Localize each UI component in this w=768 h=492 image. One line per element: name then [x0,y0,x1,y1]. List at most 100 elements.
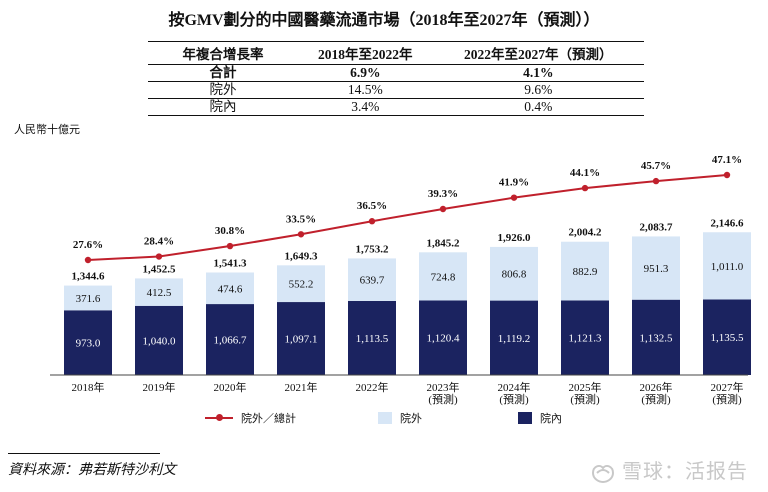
ratio-label: 39.3% [428,188,458,200]
x-tick-label: 2023年 [427,380,460,394]
ratio-point [439,205,447,213]
total-label: 1,541.3 [214,258,248,270]
bar-label-inpatient: 1,113.5 [356,333,389,345]
bar-outpatient [632,236,680,300]
cagr-header-period-1: 2018年至2022年 [318,47,413,62]
cagr-header-row: 年複合增長率 2018年至2022年 2022年至2027年（預測） [148,41,644,65]
cagr-cell: 6.9% [298,64,433,82]
x-tick-label: (預測) [499,392,529,406]
cagr-header-label: 年複合增長率 [182,47,264,62]
x-tick-label: 2022年 [356,380,389,394]
legend-line-swatch [205,414,233,421]
bar-outpatient [206,272,254,305]
x-tick-label: 2020年 [214,380,247,394]
total-label: 1,926.0 [498,232,532,244]
bar-inpatient [632,299,680,375]
watermark-text: 雪球：活报告 [622,459,748,483]
legend-item-ratio: 院外／總計 [205,410,296,426]
bar-label-outpatient: 474.6 [218,283,243,295]
bar-outpatient [348,258,396,301]
bar-label-inpatient: 973.0 [76,338,101,350]
legend-item-inpatient: 院內 [518,410,562,426]
source-note: 資料來源：弗若斯特沙利文 [8,463,176,478]
x-tick-label: 2019年 [143,380,176,394]
bar-outpatient [703,232,751,300]
total-label: 1,649.3 [285,250,319,262]
x-tick-label: 2021年 [285,380,318,394]
legend-swatch-inpatient [518,412,532,424]
ratio-label: 28.4% [144,236,174,248]
bar-inpatient [64,310,112,375]
ratio-label: 45.7% [641,160,671,172]
bar-label-outpatient: 639.7 [360,275,385,287]
bar-label-inpatient: 1,135.5 [711,332,745,344]
legend-label-outpatient: 院外 [400,413,422,425]
ratio-label: 47.1% [712,154,742,166]
bar-inpatient [490,300,538,375]
watermark: 雪球：活报告 [590,455,748,484]
bar-outpatient [419,252,467,301]
total-label: 1,845.2 [427,237,461,249]
cagr-row-outpatient: 院外 14.5% 9.6% [148,81,644,99]
bar-label-inpatient: 1,097.1 [285,334,318,346]
bar-outpatient [561,241,609,301]
ratio-point [226,242,234,250]
snowball-logo-icon [591,464,615,483]
bar-inpatient [419,300,467,375]
cagr-cell: 4.1% [432,64,644,82]
bar-outpatient [490,246,538,301]
x-tick-label: (預測) [641,392,671,406]
cagr-cell: 3.4% [298,98,433,116]
chart-title: 按GMV劃分的中國醫藥流通市場（2018年至2027年（預測）） [168,12,600,29]
bar-inpatient [703,299,751,375]
bar-outpatient [277,265,325,303]
ratio-label: 36.5% [357,200,387,212]
bar-inpatient [277,302,325,375]
cagr-row-label: 院內 [148,98,298,116]
ratio-label: 27.6% [73,239,103,251]
cagr-cell: 0.4% [432,98,644,116]
total-label: 2,083.7 [640,221,674,233]
total-label: 1,344.6 [72,271,106,283]
ratio-point [510,194,518,201]
x-tick-label: (預測) [428,392,458,406]
ratio-label: 41.9% [499,177,529,189]
x-tick-label: 2025年 [569,380,602,394]
cagr-header-period-2: 2022年至2027年（預測） [464,47,613,62]
bar-label-outpatient: 951.3 [644,263,669,275]
legend-item-outpatient: 院外 [378,410,422,426]
legend-swatch-outpatient [378,412,392,424]
ratio-label: 33.5% [286,213,316,225]
total-label: 2,004.2 [569,227,603,239]
cagr-cell: 9.6% [432,81,644,99]
ratio-line [87,174,728,261]
bar-label-inpatient: 1,040.0 [143,335,177,347]
cagr-row-inpatient: 院內 3.4% 0.4% [148,98,644,116]
bar-label-inpatient: 1,132.5 [640,332,674,344]
source-divider [8,453,160,454]
bar-inpatient [135,305,183,375]
ratio-point [723,171,731,179]
x-tick-label: 2027年 [711,380,744,394]
ratio-label: 30.8% [215,225,245,237]
ratio-point [581,184,589,192]
ratio-point [652,177,660,185]
ratio-point [155,253,163,260]
bar-label-outpatient: 806.8 [502,269,527,281]
cagr-cell: 14.5% [298,81,433,99]
x-tick-label: (預測) [570,392,600,406]
cagr-row-label: 院外 [148,81,298,99]
bar-label-outpatient: 552.2 [289,279,314,291]
bar-inpatient [348,300,396,375]
bar-label-outpatient: 882.9 [573,266,598,278]
bar-label-outpatient: 724.8 [431,271,456,283]
bar-outpatient [135,278,183,306]
total-label: 2,146.6 [711,217,745,229]
ratio-label: 44.1% [570,167,600,179]
ratio-point [297,231,305,238]
bar-label-outpatient: 371.6 [76,293,101,305]
chart-legend: 院外／總計 院外 院內 [0,408,768,430]
cagr-row-total: 合計 6.9% 4.1% [148,64,644,82]
x-tick-label: 2018年 [72,380,105,394]
